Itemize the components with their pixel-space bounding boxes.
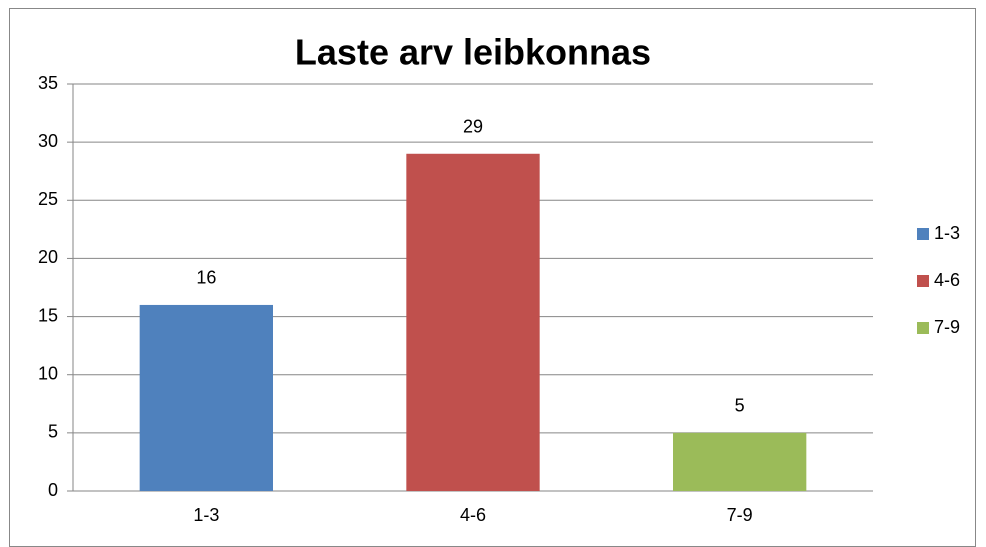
data-label: 16	[196, 268, 216, 288]
y-tick-label: 0	[48, 480, 58, 500]
x-tick-label: 1-3	[193, 505, 219, 525]
legend-swatch	[917, 322, 929, 334]
y-tick-label: 10	[38, 363, 58, 383]
chart-title: Laste arv leibkonnas	[295, 32, 651, 73]
x-tick-label: 7-9	[727, 505, 753, 525]
bar	[139, 304, 273, 491]
y-tick-label: 20	[38, 247, 58, 267]
y-tick-label: 15	[38, 305, 58, 325]
y-tick-label: 35	[38, 73, 58, 93]
legend-label: 1-3	[934, 223, 960, 243]
bar	[406, 153, 540, 491]
y-tick-label: 30	[38, 131, 58, 151]
x-tick-label: 4-6	[460, 505, 486, 525]
legend-label: 7-9	[934, 317, 960, 337]
legend-swatch	[917, 275, 929, 287]
data-label: 29	[463, 117, 483, 137]
legend-label: 4-6	[934, 270, 960, 290]
y-tick-label: 25	[38, 189, 58, 209]
legend-swatch	[917, 228, 929, 240]
y-tick-label: 5	[48, 422, 58, 442]
data-label: 5	[735, 396, 745, 416]
bar	[673, 432, 807, 491]
